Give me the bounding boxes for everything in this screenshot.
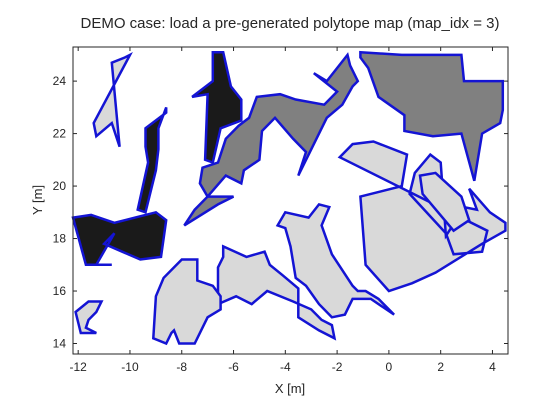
x-tick-label: -12 bbox=[70, 360, 88, 374]
y-axis-label: Y [m] bbox=[30, 185, 45, 215]
x-tick-label: 0 bbox=[386, 360, 393, 374]
x-axis-label: X [m] bbox=[275, 381, 305, 396]
y-tick-label: 14 bbox=[53, 337, 67, 351]
x-tick-label: -8 bbox=[176, 360, 187, 374]
x-tick-label: -6 bbox=[228, 360, 239, 374]
y-tick-label: 20 bbox=[53, 179, 67, 193]
x-tick-label: -10 bbox=[121, 360, 139, 374]
x-tick-label: 2 bbox=[437, 360, 444, 374]
y-tick-label: 16 bbox=[53, 284, 67, 298]
x-tick-label: -2 bbox=[332, 360, 343, 374]
x-tick-label: 4 bbox=[489, 360, 496, 374]
y-tick-label: 18 bbox=[53, 232, 67, 246]
chart-title: DEMO case: load a pre-generated polytope… bbox=[81, 15, 500, 32]
x-tick-label: -4 bbox=[280, 360, 291, 374]
y-tick-label: 24 bbox=[53, 74, 67, 88]
y-tick-label: 22 bbox=[53, 127, 67, 141]
